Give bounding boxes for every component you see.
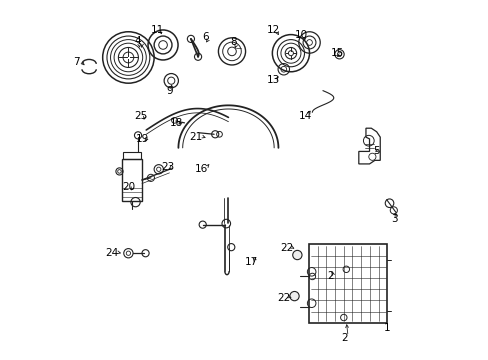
Circle shape [289,292,299,301]
Bar [122,158,142,202]
Text: 12: 12 [266,25,279,35]
Text: 2: 2 [326,271,333,282]
Text: 9: 9 [166,86,172,96]
Text: 7: 7 [73,57,80,67]
Text: 3: 3 [390,214,397,224]
Text: 23: 23 [161,162,174,172]
Text: 4: 4 [134,36,141,46]
Text: 24: 24 [105,248,119,258]
Text: 22: 22 [280,243,293,253]
Text: 15: 15 [330,48,343,58]
Text: 25: 25 [134,111,147,121]
Text: 2: 2 [341,333,347,343]
Text: 17: 17 [244,257,258,267]
Text: 5: 5 [373,147,379,157]
Text: 21: 21 [189,132,203,142]
Text: 6: 6 [202,32,208,42]
Bar [308,244,386,323]
Text: 22: 22 [277,293,290,303]
Text: 10: 10 [294,30,307,40]
Text: 16: 16 [195,164,208,174]
Text: 8: 8 [230,37,237,48]
Text: 13: 13 [266,75,279,85]
Text: 11: 11 [150,25,163,35]
Circle shape [292,250,302,260]
Text: 20: 20 [122,182,135,192]
Text: 18: 18 [170,118,183,128]
Text: 14: 14 [298,111,311,121]
Bar [123,152,141,158]
Text: 1: 1 [383,323,390,333]
Text: 19: 19 [136,134,149,144]
